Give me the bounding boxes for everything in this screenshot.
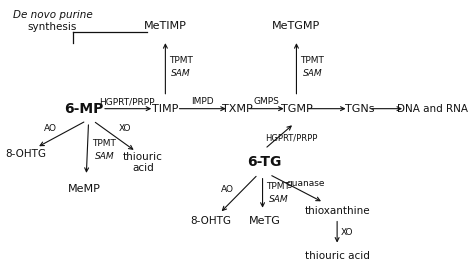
Text: TPMT: TPMT (266, 182, 290, 191)
Text: MeTIMP: MeTIMP (144, 21, 187, 31)
Text: thioxanthine: thioxanthine (304, 206, 370, 216)
Text: HGPRT/PRPP: HGPRT/PRPP (99, 98, 155, 107)
Text: DNA and RNA: DNA and RNA (397, 104, 467, 114)
Text: TPMT: TPMT (92, 139, 116, 148)
Text: thiouric acid: thiouric acid (305, 251, 370, 261)
Text: IMPD: IMPD (191, 98, 214, 107)
Text: AO: AO (221, 185, 234, 194)
Text: MeMP: MeMP (68, 184, 100, 194)
Text: 8-OHTG: 8-OHTG (5, 149, 46, 159)
Text: XO: XO (341, 228, 353, 237)
Text: TGMP: TGMP (281, 104, 312, 114)
Text: De novo purine: De novo purine (12, 10, 92, 20)
Text: TPMT: TPMT (301, 56, 324, 65)
Text: AO: AO (44, 124, 56, 133)
Text: HGPRT/PRPP: HGPRT/PRPP (265, 134, 317, 143)
Text: TIMP: TIMP (152, 104, 179, 114)
Text: TPMT: TPMT (169, 56, 193, 65)
Text: TXMP: TXMP (222, 104, 253, 114)
Text: SAM: SAM (302, 69, 322, 78)
Text: guanase: guanase (286, 179, 325, 188)
Text: MeTG: MeTG (249, 216, 281, 226)
Text: 8-OHTG: 8-OHTG (190, 216, 231, 226)
Text: thiouric
acid: thiouric acid (123, 151, 163, 173)
Text: XO: XO (118, 124, 131, 133)
Text: SAM: SAM (94, 153, 114, 162)
Text: 6-MP: 6-MP (64, 102, 104, 116)
Text: GMPS: GMPS (254, 98, 280, 107)
Text: synthesis: synthesis (27, 22, 77, 32)
Text: SAM: SAM (172, 69, 191, 78)
Text: 6-TG: 6-TG (247, 155, 282, 169)
Text: MeTGMP: MeTGMP (273, 21, 320, 31)
Text: TGNs: TGNs (345, 104, 374, 114)
Text: SAM: SAM (269, 195, 288, 204)
